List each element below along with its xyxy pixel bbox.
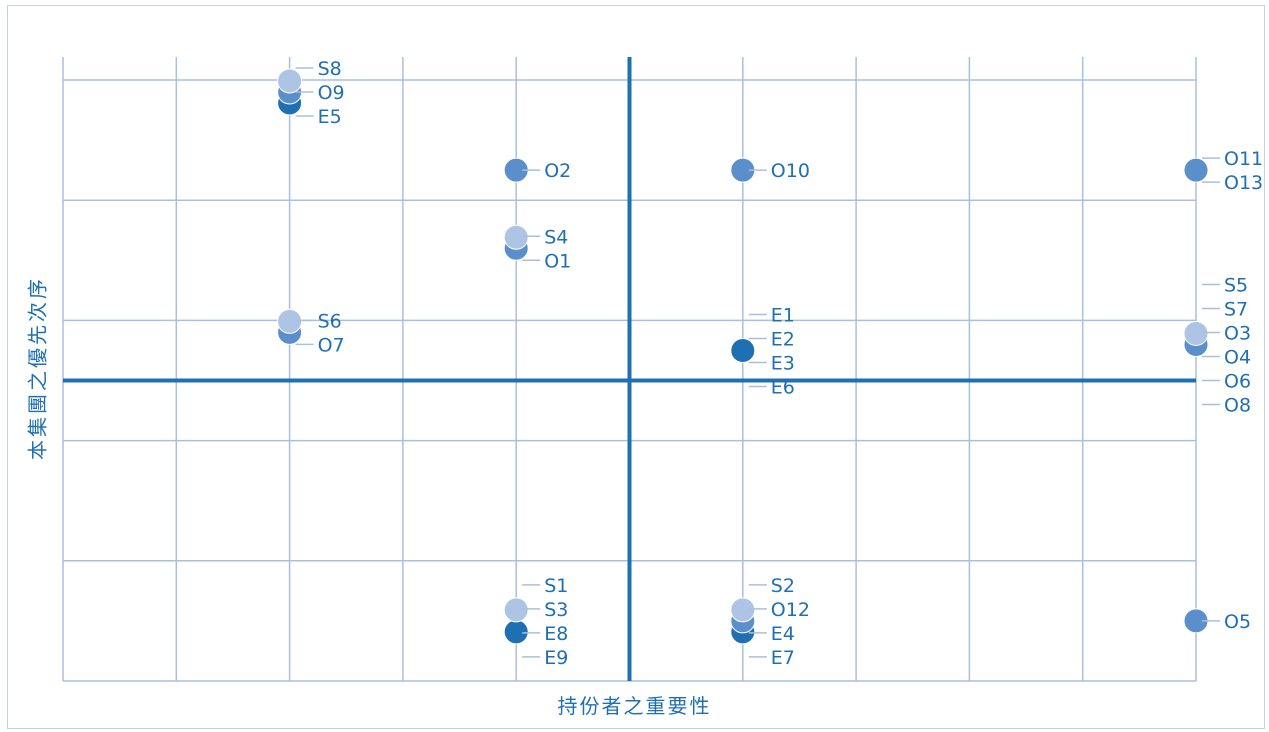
point-label-s8: S8	[318, 58, 342, 80]
point-label-o9: O9	[318, 82, 345, 104]
point-label-o1: O1	[544, 250, 571, 272]
point-label-s6: S6	[318, 310, 342, 332]
marker-s2	[730, 597, 756, 623]
point-label-o2: O2	[544, 160, 571, 182]
marker-o11	[1183, 157, 1209, 183]
point-label-o4: O4	[1224, 346, 1251, 368]
y-axis-label: 本集團之優先次序	[25, 276, 50, 460]
marker-s4	[503, 224, 529, 250]
marker-s8	[277, 68, 303, 94]
point-label-o10: O10	[771, 160, 810, 182]
marker-s1	[503, 597, 529, 623]
point-label-o12: O12	[771, 599, 810, 621]
point-label-s5: S5	[1224, 274, 1248, 296]
point-label-e1: E1	[771, 304, 795, 326]
point-label-e4: E4	[771, 623, 795, 645]
point-label-s4: S4	[544, 226, 568, 248]
point-label-e7: E7	[771, 647, 795, 669]
point-label-e8: E8	[544, 623, 568, 645]
point-label-e5: E5	[318, 106, 342, 128]
point-label-o5: O5	[1224, 611, 1251, 633]
point-label-s1: S1	[544, 575, 568, 597]
point-label-o6: O6	[1224, 370, 1251, 392]
point-label-o7: O7	[318, 334, 345, 356]
point-label-o3: O3	[1224, 322, 1251, 344]
marker-s5	[1183, 320, 1209, 346]
point-label-o11: O11	[1224, 148, 1263, 170]
point-label-e3: E3	[771, 352, 795, 374]
point-label-e6: E6	[771, 376, 795, 398]
point-label-e9: E9	[544, 647, 568, 669]
point-label-s3: S3	[544, 599, 568, 621]
point-label-e2: E2	[771, 328, 795, 350]
point-label-o13: O13	[1224, 172, 1263, 194]
point-label-s2: S2	[771, 575, 795, 597]
chart-frame	[7, 5, 1265, 729]
x-axis-label: 持份者之重要性	[557, 694, 712, 718]
marker-e8	[503, 619, 529, 645]
marker-s6	[277, 308, 303, 334]
point-label-o8: O8	[1224, 394, 1251, 416]
point-label-s7: S7	[1224, 298, 1248, 320]
marker-e1	[730, 337, 756, 363]
